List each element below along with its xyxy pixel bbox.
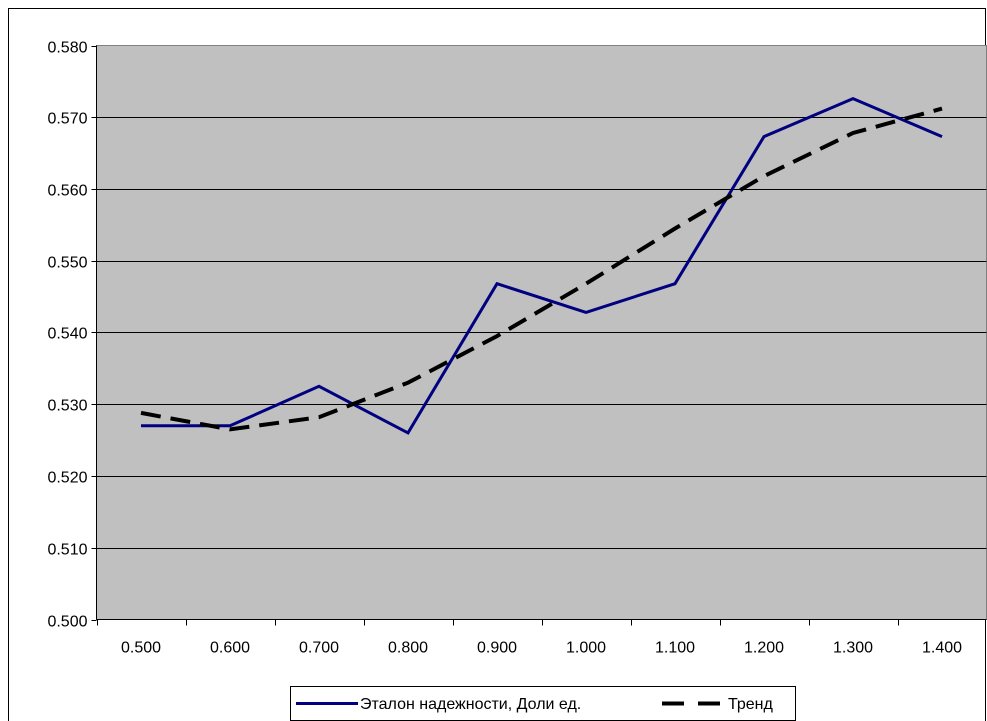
y-tick-label: 0.540 xyxy=(47,326,87,343)
axes xyxy=(91,45,987,626)
y-tick-label: 0.550 xyxy=(47,255,87,272)
x-tick-label: 1.200 xyxy=(744,640,784,657)
x-tick-label: 1.400 xyxy=(922,640,962,657)
x-tick-label: 0.800 xyxy=(388,640,428,657)
x-tick-label: 0.900 xyxy=(477,640,517,657)
x-tick-label: 0.500 xyxy=(121,640,161,657)
y-axis-tick-labels: 0.500 0.510 0.520 0.530 0.540 0.550 0.560 0.570… xyxy=(47,40,87,631)
gridlines xyxy=(96,117,987,549)
y-tick-label: 0.580 xyxy=(47,40,87,57)
x-tick-label: 0.600 xyxy=(210,640,250,657)
series-lines xyxy=(140,96,943,435)
y-tick-label: 0.510 xyxy=(47,542,87,559)
x-axis-tick-labels: 0.500 0.600 0.700 0.800 0.900 1.000 1.100 1.200… xyxy=(121,640,962,657)
y-tick-label: 0.530 xyxy=(47,398,87,415)
y-tick-label: 0.520 xyxy=(47,470,87,487)
legend: Эталон надежности, Доли ед. Тренд xyxy=(290,686,796,721)
x-tick-label: 1.000 xyxy=(566,640,606,657)
x-tick-label: 1.300 xyxy=(833,640,873,657)
x-tick-label: 1.100 xyxy=(655,640,695,657)
legend-label-series-1: Эталон надежности, Доли ед. xyxy=(360,696,581,713)
x-tick-label: 0.700 xyxy=(299,640,339,657)
series-line-2 xyxy=(140,106,943,432)
y-tick-label: 0.570 xyxy=(47,111,87,128)
legend-label-series-2: Тренд xyxy=(728,696,774,713)
y-tick-label: 0.560 xyxy=(47,183,87,200)
series-line-1 xyxy=(141,96,943,435)
y-tick-label: 0.500 xyxy=(47,614,87,631)
